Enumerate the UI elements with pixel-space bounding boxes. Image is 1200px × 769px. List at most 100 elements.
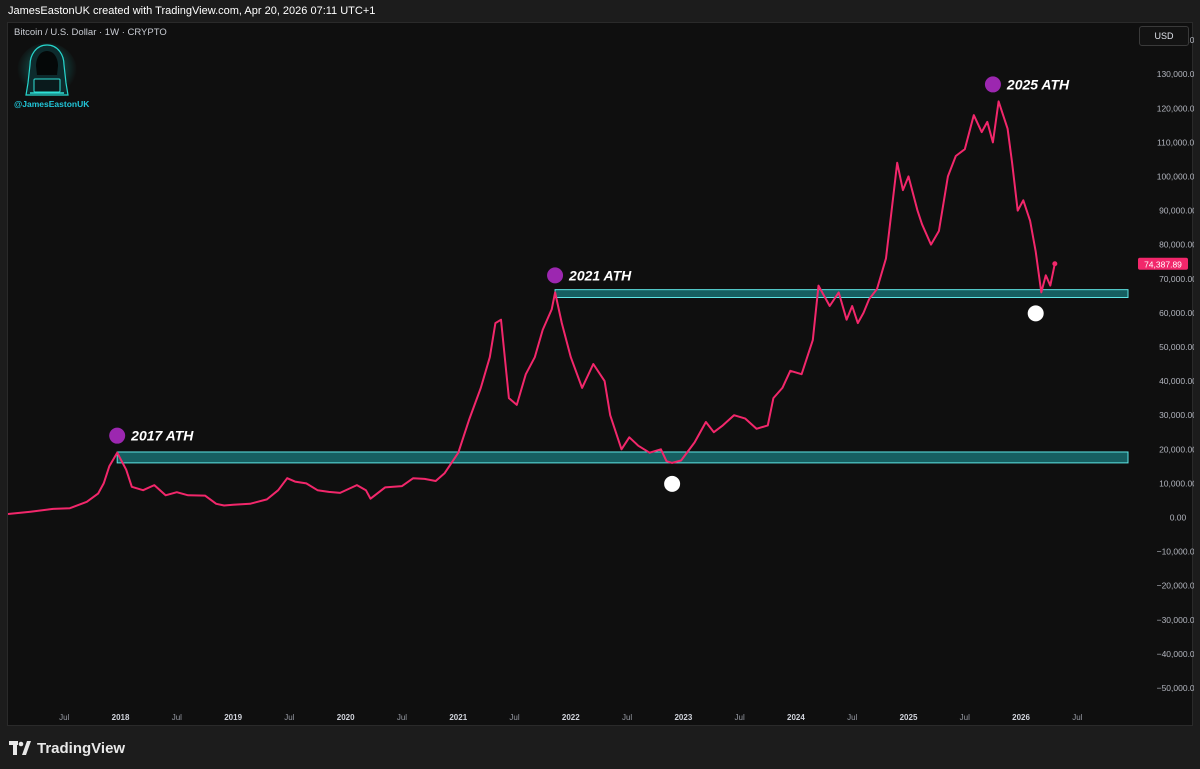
price-point [339, 492, 341, 494]
x-tick-label: 2021 [449, 713, 467, 722]
price-point [369, 498, 372, 500]
price-point [249, 503, 251, 505]
tradingview-logo[interactable]: TradingView [9, 738, 125, 758]
cycle-bottom-marker [664, 475, 681, 492]
price-point [981, 131, 983, 133]
price-point [964, 148, 966, 150]
x-tick-label: Jul [847, 713, 857, 722]
x-tick-label: 2023 [674, 713, 692, 722]
price-point [86, 501, 88, 503]
price-point [930, 244, 932, 246]
price-point [69, 507, 71, 509]
ath-label: 2025 ATH [1006, 76, 1070, 92]
x-tick-label: Jul [397, 713, 407, 722]
price-point [817, 284, 820, 287]
price-point [649, 452, 651, 454]
price-point [1035, 250, 1037, 253]
support-zone-1 [116, 451, 1129, 464]
ath-label: 2017 ATH [130, 428, 194, 444]
y-tick-label: 30,000.00 [1159, 410, 1194, 420]
price-point [554, 291, 556, 293]
price-point [449, 463, 451, 466]
price-point [733, 414, 735, 416]
price-point [1040, 291, 1042, 293]
price-point [838, 291, 840, 293]
author-handle[interactable]: @JamesEastonUK [14, 99, 90, 109]
price-point [1029, 220, 1031, 222]
y-tick-label: 60,000.00 [1159, 308, 1194, 318]
price-point [800, 373, 803, 375]
y-tick-label: 40,000.00 [1159, 376, 1194, 386]
price-point [907, 175, 910, 178]
price-point [316, 489, 319, 491]
current-price-label: 74,387.89 [1144, 259, 1182, 269]
price-point [131, 486, 133, 488]
price-point [986, 121, 988, 123]
price-point [570, 356, 572, 358]
price-point [232, 504, 234, 506]
price-point [851, 305, 853, 307]
price-point [365, 489, 367, 491]
price-point [947, 175, 949, 178]
price-point [305, 482, 307, 484]
y-tick-label: −50,000.00 [1157, 683, 1194, 693]
x-tick-label: 2026 [1012, 713, 1030, 722]
price-point [973, 114, 975, 116]
price-point [187, 494, 189, 496]
currency-selector[interactable]: USD [1139, 26, 1189, 46]
footer-bar: TradingView [0, 726, 1200, 769]
price-point [1017, 209, 1019, 212]
price-point [862, 312, 865, 314]
price-point [542, 329, 544, 331]
price-point [266, 498, 268, 500]
price-point [153, 484, 155, 486]
y-tick-label: 0.00 [1170, 512, 1187, 522]
x-tick-label: 2019 [224, 713, 242, 722]
price-point [789, 370, 791, 372]
price-point [620, 448, 623, 450]
price-point [204, 495, 206, 497]
y-tick-label: −30,000.00 [1157, 615, 1194, 625]
x-tick-label: 2022 [562, 713, 580, 722]
y-tick-label: −40,000.00 [1157, 649, 1194, 659]
ath-marker [984, 76, 1001, 93]
price-point [52, 508, 54, 510]
y-tick-label: 80,000.00 [1159, 240, 1194, 250]
price-point [500, 319, 502, 321]
price-point [916, 209, 919, 212]
x-tick-label: 2025 [900, 713, 918, 722]
price-point [525, 373, 527, 375]
chart-caption: JamesEastonUK created with TradingView.c… [0, 0, 1200, 22]
price-point [902, 189, 904, 191]
price-point [921, 223, 923, 225]
price-line [8, 100, 1056, 515]
x-tick-label: Jul [1072, 713, 1082, 722]
price-point [1022, 199, 1024, 201]
x-tick-label: Jul [59, 713, 69, 722]
price-point [722, 424, 724, 426]
symbol-legend[interactable]: Bitcoin / U.S. Dollar · 1W · CRYPTO [14, 27, 167, 38]
y-tick-label: 120,000.00 [1157, 103, 1194, 113]
x-tick-label: 2020 [337, 713, 355, 722]
price-point [992, 141, 994, 143]
price-point [637, 445, 639, 447]
x-tick-label: Jul [172, 713, 182, 722]
price-point [494, 322, 496, 324]
x-tick-label: Jul [284, 713, 294, 722]
price-point [97, 492, 99, 495]
price-point [29, 511, 32, 513]
price-point [176, 491, 178, 493]
price-point [444, 472, 446, 474]
price-point [468, 417, 471, 420]
y-tick-label: 90,000.00 [1159, 206, 1194, 216]
price-point [1006, 128, 1009, 130]
hooded-hacker-icon [17, 43, 77, 99]
price-point [356, 484, 358, 486]
y-tick-label: 110,000.00 [1157, 137, 1194, 147]
price-point [435, 480, 437, 482]
price-point [489, 356, 491, 358]
y-tick-label: −10,000.00 [1157, 547, 1194, 557]
y-tick-label: 50,000.00 [1159, 342, 1194, 352]
